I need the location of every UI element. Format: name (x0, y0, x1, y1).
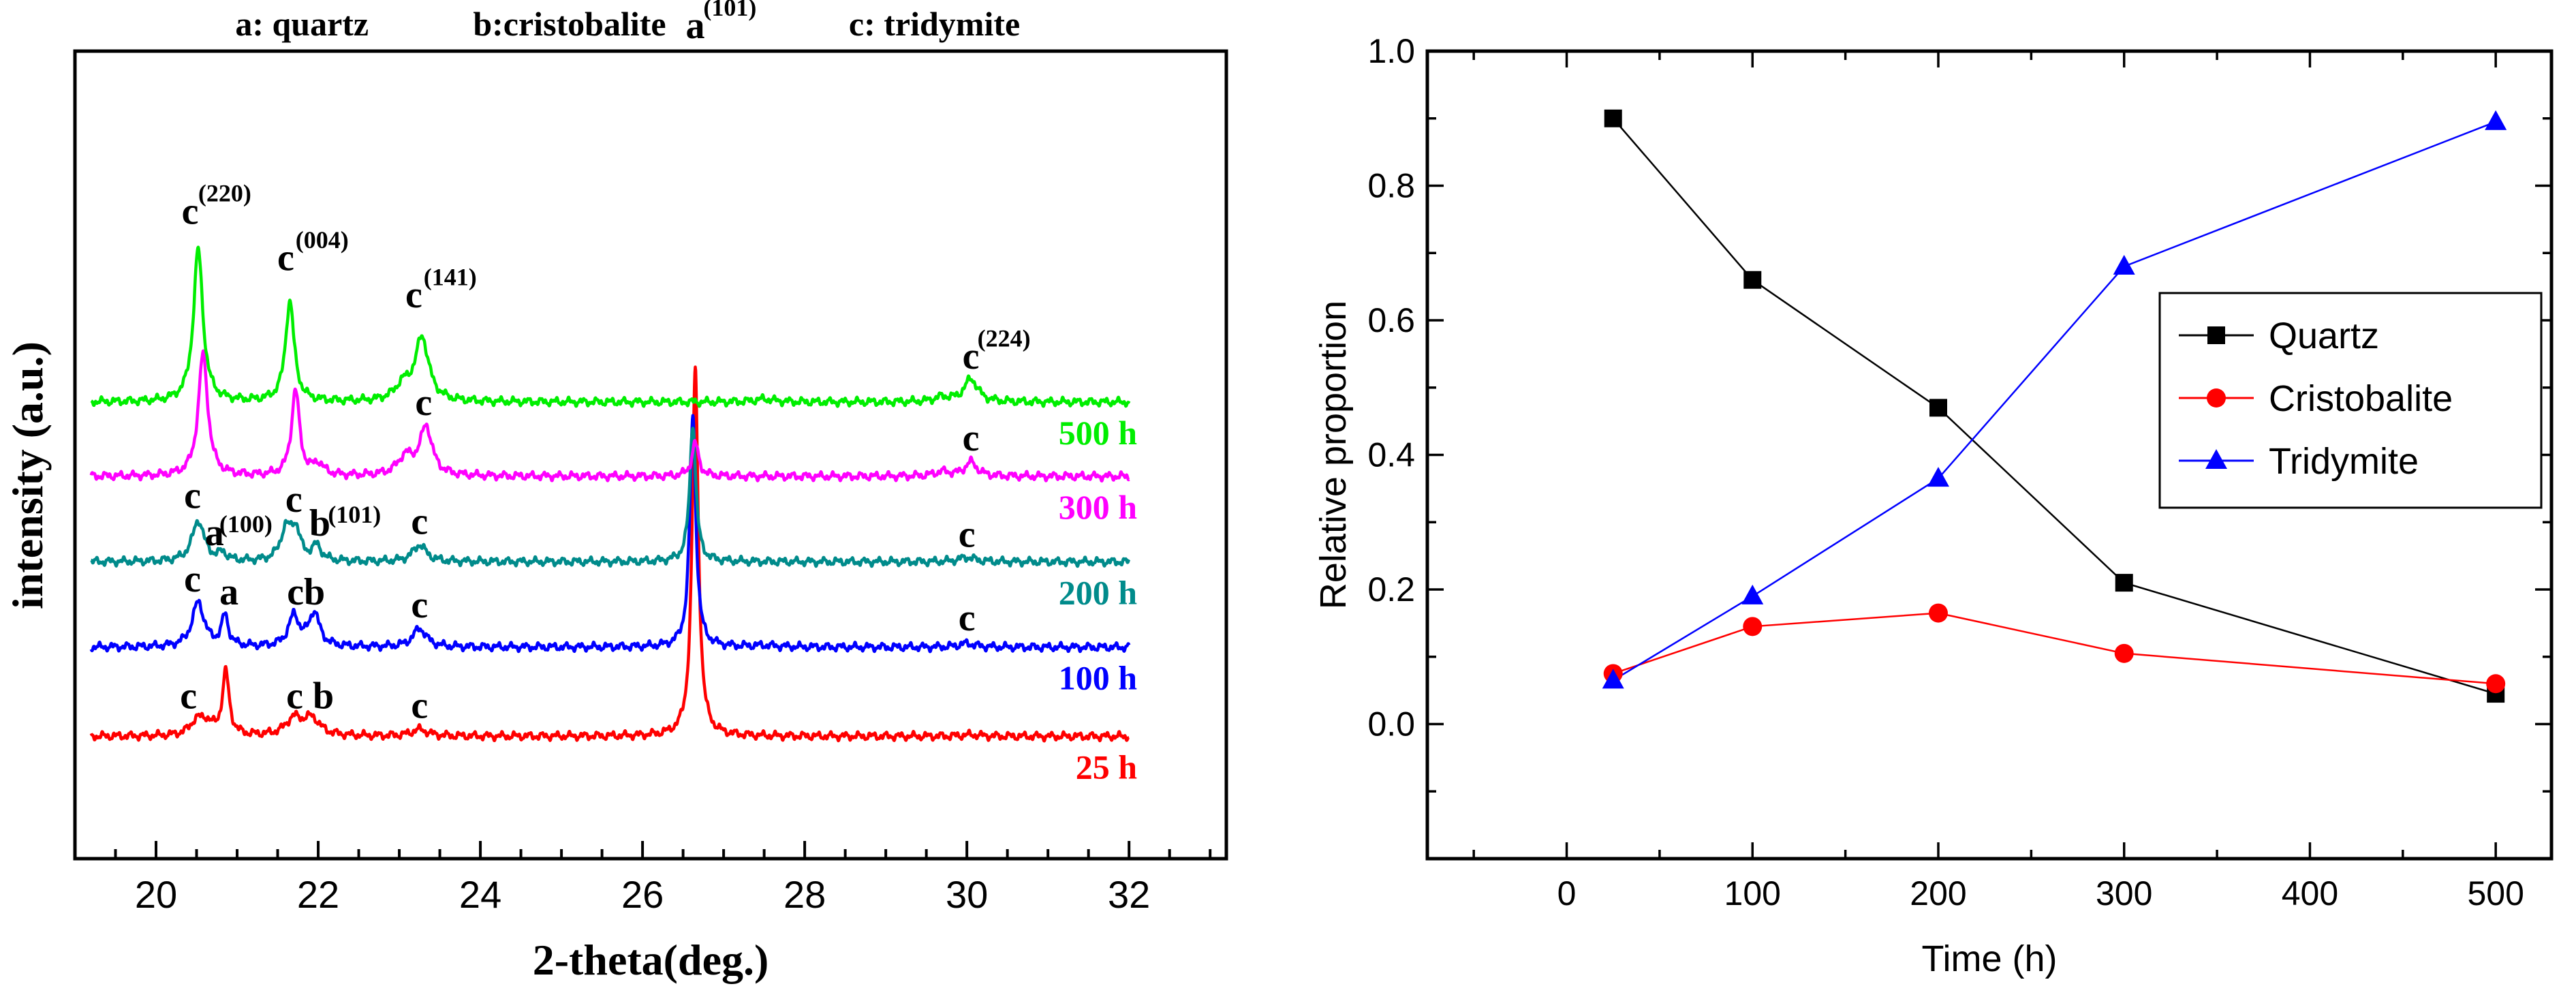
tridymite-point (1602, 669, 1624, 689)
xrd-x-tick-label: 20 (135, 873, 177, 916)
xrd-series-label: 25 h (1076, 748, 1138, 786)
xrd-miller-index: (224) (978, 324, 1031, 352)
xrd-y-axis-label: intensity (a.u.) (3, 341, 52, 609)
quartz-point (1604, 109, 1622, 127)
xrd-curve-100-h (89, 414, 1131, 654)
xrd-x-axis: 20 22 24 26 28 30 32 (114, 841, 1212, 916)
xrd-peak-label: c (411, 684, 428, 726)
proportion-x-tick-label: 400 (2282, 874, 2338, 912)
proportion-x-tick-label: 300 (2096, 874, 2152, 912)
xrd-miller-index: (101) (328, 501, 381, 528)
proportion-legend: Quartz Cristobalite Tridymite (2158, 292, 2543, 509)
xrd-curves (89, 245, 1131, 743)
xrd-peak-label: c (415, 382, 432, 424)
xrd-series-label: 300 h (1059, 488, 1138, 526)
proportion-markers (1602, 109, 2507, 703)
cristobalite-point (1743, 617, 1763, 636)
xrd-peak-label: c (405, 274, 422, 316)
proportion-x-tick-label: 100 (1724, 874, 1781, 912)
proportion-y-tick-label: 0.0 (1367, 705, 1415, 743)
xrd-peak-label: c (411, 500, 428, 542)
cristobalite-point (1929, 603, 1948, 623)
xrd-peak-label: c (959, 597, 976, 639)
legend-tridymite-label: Tridymite (2269, 441, 2419, 482)
xrd-miller-index: (100) (219, 510, 273, 538)
proportion-x-axis-label: Time (h) (1922, 938, 2058, 979)
xrd-x-tick-label: 28 (783, 873, 826, 916)
xrd-curve-300-h (89, 349, 1130, 483)
xrd-peak-label: c (963, 417, 980, 459)
xrd-peak-label: c (277, 237, 294, 279)
xrd-peak-label: a (205, 512, 224, 554)
proportion-y-tick-label: 0.4 (1367, 436, 1415, 474)
xrd-peak-label: c (411, 584, 428, 626)
legend-quartz-marker (2207, 326, 2225, 344)
proportion-y-axis: 0.0 0.2 0.4 0.6 0.8 1.0 (1367, 32, 2551, 860)
xrd-peak-label: c (180, 675, 197, 718)
cristobalite-point (2114, 643, 2134, 663)
xrd-peak-label: a (219, 571, 238, 613)
xrd-peak-label: b (309, 502, 330, 544)
proportion-x-tick-label: 500 (2467, 874, 2524, 912)
quartz-point (1743, 271, 1762, 289)
xrd-curve-200-h (90, 427, 1131, 568)
proportion-chart: 0 100 200 300 400 500 0.0 0.2 0.4 0.6 0.8 1.0 Quar… (1313, 32, 2554, 979)
tridymite-point (1927, 467, 1949, 487)
xrd-x-axis-label: 2-theta(deg.) (533, 936, 769, 984)
legend-cristobalite-label: Cristobalite (2269, 378, 2453, 419)
xrd-peak-label: c b (286, 675, 334, 718)
xrd-series-label: 500 h (1059, 414, 1138, 452)
tridymite-point (1741, 584, 1764, 604)
phase-legend-entry: b:cristobalite (473, 5, 666, 43)
xrd-x-tick-label: 32 (1108, 873, 1150, 916)
xrd-series-label: 200 h (1059, 573, 1138, 611)
quartz-point (1929, 399, 1947, 417)
phase-legend-entry: a: quartz (235, 5, 369, 43)
xrd-series-label: 100 h (1059, 659, 1138, 697)
xrd-peak-label: c (963, 335, 980, 378)
tridymite-point (2485, 110, 2507, 130)
tridymite-point (2113, 255, 2135, 275)
xrd-miller-index: (004) (296, 226, 349, 254)
xrd-peak-label: c (184, 474, 201, 517)
proportion-y-tick-label: 1.0 (1367, 32, 1415, 70)
cristobalite-point (2486, 674, 2506, 694)
legend-cristobalite-marker (2207, 388, 2226, 408)
xrd-plot-frame (73, 49, 1228, 861)
proportion-y-tick-label: 0.8 (1367, 167, 1415, 205)
xrd-phase-legend: a: quartz b:cristobalite c: tridymite (235, 5, 1020, 43)
xrd-miller-index: (220) (198, 180, 251, 207)
xrd-curve-500-h (90, 245, 1131, 408)
quartz-point (2115, 574, 2133, 592)
xrd-peak-label: c (959, 514, 976, 556)
xrd-peak-label: a (685, 5, 704, 47)
proportion-x-tick-label: 200 (1910, 874, 1966, 912)
xrd-x-tick-label: 30 (946, 873, 988, 916)
proportion-y-tick-label: 0.2 (1367, 570, 1415, 609)
xrd-miller-index: (141) (424, 263, 477, 290)
xrd-peak-label: c (285, 478, 302, 521)
legend-tridymite-marker (2205, 449, 2227, 469)
xrd-x-tick-label: 24 (459, 873, 501, 916)
phase-legend-entry: c: tridymite (849, 5, 1020, 43)
xrd-x-tick-label: 22 (297, 873, 339, 916)
proportion-x-tick-label: 0 (1557, 874, 1577, 912)
proportion-x-axis: 0 100 200 300 400 500 (1472, 51, 2524, 912)
proportion-y-axis-label: Relative proportion (1313, 301, 1354, 609)
xrd-curve-25-h (89, 365, 1130, 743)
xrd-x-tick-label: 26 (621, 873, 664, 916)
xrd-peak-label: c (182, 190, 199, 232)
xrd-miller-index: (101) (703, 0, 756, 21)
xrd-series-labels: 25 h 100 h 200 h 300 h 500 h (1059, 414, 1138, 786)
xrd-peak-label: cb (287, 571, 325, 613)
legend-quartz-label: Quartz (2269, 316, 2379, 356)
proportion-y-tick-label: 0.6 (1367, 301, 1415, 339)
xrd-peak-label: c (184, 558, 201, 600)
